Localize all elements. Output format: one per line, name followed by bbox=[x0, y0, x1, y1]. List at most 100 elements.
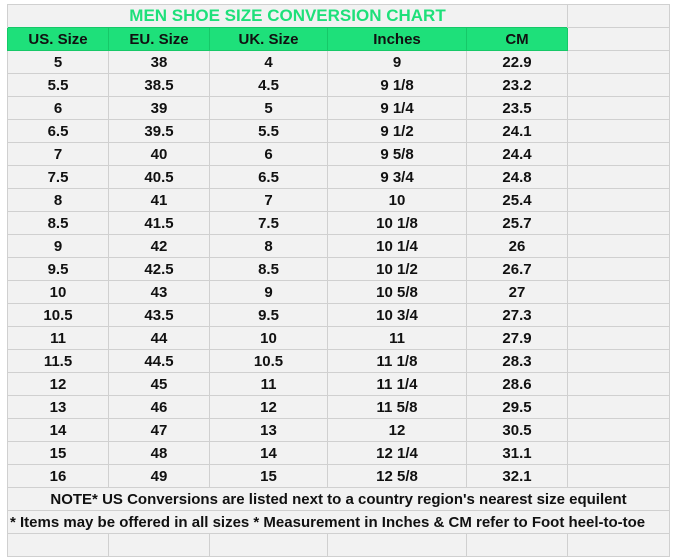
empty-cell[interactable] bbox=[466, 533, 568, 557]
empty-cell[interactable] bbox=[567, 395, 670, 419]
table-cell[interactable]: 11 1/4 bbox=[327, 372, 467, 396]
table-cell[interactable]: 7.5 bbox=[7, 165, 109, 189]
column-header[interactable]: Inches bbox=[327, 27, 467, 51]
table-cell[interactable]: 12 1/4 bbox=[327, 441, 467, 465]
table-cell[interactable]: 9 3/4 bbox=[327, 165, 467, 189]
table-cell[interactable]: 31.1 bbox=[466, 441, 568, 465]
table-cell[interactable]: 26.7 bbox=[466, 257, 568, 281]
empty-cell[interactable] bbox=[327, 533, 467, 557]
empty-cell[interactable] bbox=[567, 418, 670, 442]
table-cell[interactable]: 9.5 bbox=[7, 257, 109, 281]
table-cell[interactable]: 24.1 bbox=[466, 119, 568, 143]
table-cell[interactable]: 28.6 bbox=[466, 372, 568, 396]
table-cell[interactable]: 7.5 bbox=[209, 211, 328, 235]
table-cell[interactable]: 4.5 bbox=[209, 73, 328, 97]
table-cell[interactable]: 10 3/4 bbox=[327, 303, 467, 327]
table-cell[interactable]: 44 bbox=[108, 326, 210, 350]
table-cell[interactable]: 12 bbox=[209, 395, 328, 419]
table-cell[interactable]: 9 1/8 bbox=[327, 73, 467, 97]
table-cell[interactable]: 10 1/8 bbox=[327, 211, 467, 235]
table-cell[interactable]: 41 bbox=[108, 188, 210, 212]
table-cell[interactable]: 38.5 bbox=[108, 73, 210, 97]
note-measurement[interactable]: * Items may be offered in all sizes * Me… bbox=[7, 510, 670, 534]
table-cell[interactable]: 9 1/4 bbox=[327, 96, 467, 120]
empty-cell[interactable] bbox=[567, 349, 670, 373]
table-cell[interactable]: 11 5/8 bbox=[327, 395, 467, 419]
table-cell[interactable]: 25.4 bbox=[466, 188, 568, 212]
table-cell[interactable]: 10 5/8 bbox=[327, 280, 467, 304]
table-cell[interactable]: 12 bbox=[327, 418, 467, 442]
table-cell[interactable]: 8 bbox=[7, 188, 109, 212]
table-cell[interactable]: 10 bbox=[327, 188, 467, 212]
table-cell[interactable]: 26 bbox=[466, 234, 568, 258]
empty-cell[interactable] bbox=[567, 119, 670, 143]
table-cell[interactable]: 12 bbox=[7, 372, 109, 396]
table-cell[interactable]: 13 bbox=[209, 418, 328, 442]
empty-cell[interactable] bbox=[567, 27, 670, 51]
empty-cell[interactable] bbox=[567, 372, 670, 396]
table-cell[interactable]: 29.5 bbox=[466, 395, 568, 419]
table-cell[interactable]: 41.5 bbox=[108, 211, 210, 235]
empty-cell[interactable] bbox=[567, 50, 670, 74]
table-cell[interactable]: 42.5 bbox=[108, 257, 210, 281]
table-cell[interactable]: 9 bbox=[7, 234, 109, 258]
empty-cell[interactable] bbox=[567, 326, 670, 350]
table-cell[interactable]: 8.5 bbox=[7, 211, 109, 235]
empty-cell[interactable] bbox=[209, 533, 328, 557]
empty-cell[interactable] bbox=[567, 165, 670, 189]
table-cell[interactable]: 24.4 bbox=[466, 142, 568, 166]
table-cell[interactable]: 27.3 bbox=[466, 303, 568, 327]
table-cell[interactable]: 10 1/2 bbox=[327, 257, 467, 281]
table-cell[interactable]: 23.2 bbox=[466, 73, 568, 97]
table-cell[interactable]: 11 bbox=[7, 326, 109, 350]
table-cell[interactable]: 46 bbox=[108, 395, 210, 419]
table-cell[interactable]: 15 bbox=[209, 464, 328, 488]
table-cell[interactable]: 11 bbox=[327, 326, 467, 350]
table-cell[interactable]: 30.5 bbox=[466, 418, 568, 442]
table-cell[interactable]: 10 1/4 bbox=[327, 234, 467, 258]
table-cell[interactable]: 16 bbox=[7, 464, 109, 488]
empty-cell[interactable] bbox=[567, 4, 670, 28]
table-cell[interactable]: 23.5 bbox=[466, 96, 568, 120]
empty-cell[interactable] bbox=[567, 188, 670, 212]
table-cell[interactable]: 49 bbox=[108, 464, 210, 488]
table-cell[interactable]: 9 bbox=[209, 280, 328, 304]
table-cell[interactable]: 13 bbox=[7, 395, 109, 419]
empty-cell[interactable] bbox=[567, 142, 670, 166]
empty-cell[interactable] bbox=[7, 533, 109, 557]
table-cell[interactable]: 22.9 bbox=[466, 50, 568, 74]
empty-cell[interactable] bbox=[567, 441, 670, 465]
table-cell[interactable]: 28.3 bbox=[466, 349, 568, 373]
table-cell[interactable]: 5.5 bbox=[7, 73, 109, 97]
column-header[interactable]: UK. Size bbox=[209, 27, 328, 51]
table-cell[interactable]: 6 bbox=[7, 96, 109, 120]
table-cell[interactable]: 10 bbox=[7, 280, 109, 304]
table-cell[interactable]: 39 bbox=[108, 96, 210, 120]
empty-cell[interactable] bbox=[567, 234, 670, 258]
empty-cell[interactable] bbox=[567, 257, 670, 281]
table-cell[interactable]: 43 bbox=[108, 280, 210, 304]
empty-cell[interactable] bbox=[567, 533, 670, 557]
table-cell[interactable]: 9 5/8 bbox=[327, 142, 467, 166]
table-cell[interactable]: 14 bbox=[7, 418, 109, 442]
table-cell[interactable]: 5 bbox=[209, 96, 328, 120]
empty-cell[interactable] bbox=[567, 96, 670, 120]
chart-title[interactable]: MEN SHOE SIZE CONVERSION CHART bbox=[7, 4, 568, 28]
table-cell[interactable]: 7 bbox=[7, 142, 109, 166]
table-cell[interactable]: 11 bbox=[209, 372, 328, 396]
table-cell[interactable]: 15 bbox=[7, 441, 109, 465]
empty-cell[interactable] bbox=[567, 303, 670, 327]
table-cell[interactable]: 10 bbox=[209, 326, 328, 350]
table-cell[interactable]: 11.5 bbox=[7, 349, 109, 373]
table-cell[interactable]: 10.5 bbox=[209, 349, 328, 373]
table-cell[interactable]: 5.5 bbox=[209, 119, 328, 143]
table-cell[interactable]: 25.7 bbox=[466, 211, 568, 235]
table-cell[interactable]: 6 bbox=[209, 142, 328, 166]
table-cell[interactable]: 45 bbox=[108, 372, 210, 396]
table-cell[interactable]: 42 bbox=[108, 234, 210, 258]
table-cell[interactable]: 44.5 bbox=[108, 349, 210, 373]
table-cell[interactable]: 40 bbox=[108, 142, 210, 166]
table-cell[interactable]: 8.5 bbox=[209, 257, 328, 281]
table-cell[interactable]: 47 bbox=[108, 418, 210, 442]
table-cell[interactable]: 40.5 bbox=[108, 165, 210, 189]
